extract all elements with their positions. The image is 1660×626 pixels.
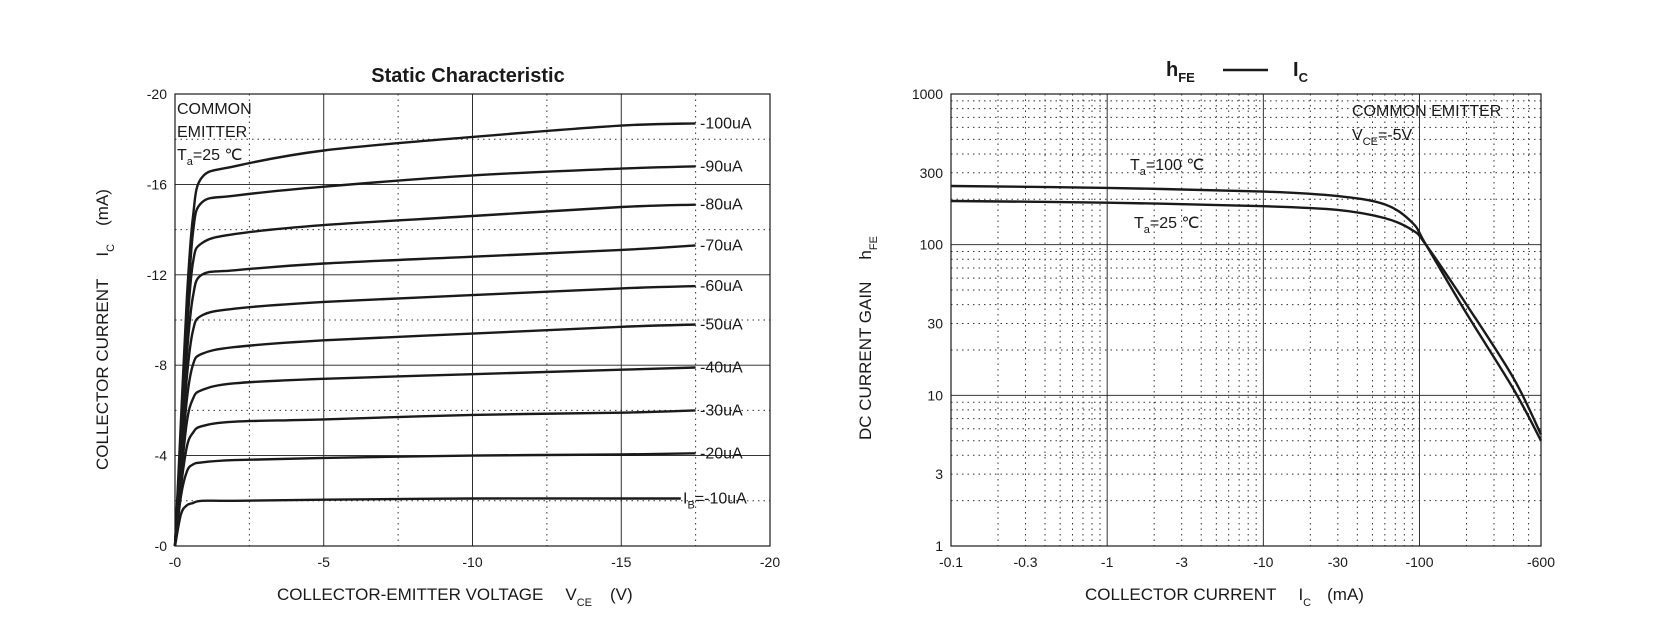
right-x-tick-label: -0.3 bbox=[1013, 554, 1037, 570]
left-tick-labels: -0 -5 -10 -15 -20 -0 -4 -8 -12 -16 -20 bbox=[147, 86, 781, 570]
left-x-tick-label: -20 bbox=[760, 554, 780, 570]
right-annotation-vce: VCE=-5V bbox=[1352, 127, 1413, 148]
right-x-tick-label: -30 bbox=[1328, 554, 1348, 570]
right-y-tick-label: 300 bbox=[920, 165, 944, 181]
right-x-tick-label: -100 bbox=[1405, 554, 1433, 570]
right-x-tick-label: -3 bbox=[1175, 554, 1188, 570]
right-y-tick-label: 1 bbox=[935, 538, 943, 554]
left-y-tick-label: -8 bbox=[155, 357, 168, 373]
left-annotation-line2: EMITTER bbox=[177, 124, 247, 141]
series-label-ta25: Ta=25 ℃ bbox=[1134, 215, 1199, 236]
left-grid bbox=[175, 94, 770, 546]
right-x-axis-label: COLLECTOR CURRENT IC (mA) bbox=[1085, 585, 1364, 609]
right-plot-frame bbox=[950, 93, 1542, 547]
ib-curve-label: -50uA bbox=[700, 317, 743, 334]
ib-curve bbox=[173, 284, 696, 547]
right-y-tick-label: 30 bbox=[927, 315, 943, 331]
right-tick-labels: -0.1 -0.3 -1 -3 -10 -30 -100 -600 1 3 10 30 100 300 10… bbox=[912, 86, 1555, 570]
ib-curve-label: -80uA bbox=[700, 197, 743, 214]
left-x-tick-label: -0 bbox=[169, 554, 182, 570]
ib-curve-label: -20uA bbox=[700, 445, 743, 462]
left-x-tick-label: -5 bbox=[318, 554, 331, 570]
right-y-tick-label: 10 bbox=[927, 387, 943, 403]
ib-curve bbox=[173, 165, 696, 547]
left-y-tick-label: -0 bbox=[155, 538, 168, 554]
right-y-tick-label: 100 bbox=[920, 237, 944, 253]
right-title-ic: IC bbox=[1293, 59, 1309, 85]
left-curve-labels: -100uA -90uA -80uA -70uA -60uA -50uA -40uA -30u… bbox=[683, 115, 752, 511]
right-x-tick-label: -600 bbox=[1527, 554, 1555, 570]
ib-curve bbox=[173, 452, 696, 547]
right-y-tick-label: 1000 bbox=[912, 86, 943, 102]
left-y-tick-label: -16 bbox=[147, 176, 167, 192]
ib-curve bbox=[173, 366, 696, 547]
left-x-tick-label: -15 bbox=[611, 554, 631, 570]
right-curves bbox=[950, 184, 1543, 442]
left-y-axis-label: COLLECTOR CURRENTIC(mA) bbox=[93, 189, 117, 470]
ib-curve bbox=[173, 497, 681, 547]
left-curves bbox=[173, 122, 696, 547]
ib-curve bbox=[173, 409, 696, 547]
right-annotation-line1: COMMON EMITTER bbox=[1352, 103, 1501, 120]
left-y-tick-label: -4 bbox=[155, 448, 168, 464]
right-y-tick-label: 3 bbox=[935, 466, 943, 482]
ib-curve-label: -90uA bbox=[700, 158, 743, 175]
left-y-tick-label: -20 bbox=[147, 86, 167, 102]
ib-curve-label: IB=-10uA bbox=[683, 491, 747, 512]
ib-curve-label: -70uA bbox=[700, 237, 743, 254]
ib-curve bbox=[173, 323, 696, 547]
right-title-hfe: hFE bbox=[1166, 59, 1195, 85]
left-plot-frame bbox=[174, 93, 771, 547]
ib-curve-label: -60uA bbox=[700, 278, 743, 295]
right-x-tick-label: -10 bbox=[1253, 554, 1273, 570]
series-label-ta100: Ta=100 ℃ bbox=[1130, 157, 1204, 178]
static-characteristic-chart: Static Characteristic -0 -5 -10 -15 -20-0-4-… bbox=[93, 65, 780, 609]
ib-curve-label: -100uA bbox=[700, 115, 752, 132]
ib-curve-label: -30uA bbox=[700, 402, 743, 419]
left-x-tick-label: -10 bbox=[462, 554, 482, 570]
right-grid bbox=[951, 94, 1542, 546]
right-x-tick-label: -0.1 bbox=[939, 554, 963, 570]
left-y-tick-label: -12 bbox=[147, 267, 167, 283]
left-x-axis-label: COLLECTOR-EMITTER VOLTAGE VCE (V) bbox=[277, 585, 633, 609]
ib-curve-label: -40uA bbox=[700, 359, 743, 376]
hfe-curve bbox=[950, 199, 1543, 436]
left-annotation-temp: Ta=25 ℃ bbox=[177, 147, 242, 168]
left-annotation-line1: COMMON bbox=[177, 101, 252, 118]
chart-title: Static Characteristic bbox=[371, 65, 564, 87]
right-x-tick-label: -1 bbox=[1101, 554, 1114, 570]
hfe-ic-chart: hFE IC -0.1 -0.3 -1 -3 -10 -30 -100 -600 1 3 10 30 1… bbox=[856, 59, 1555, 609]
hfe-curve bbox=[950, 184, 1543, 442]
right-y-axis-label: DC CURRENT GAINhFE bbox=[856, 236, 880, 440]
